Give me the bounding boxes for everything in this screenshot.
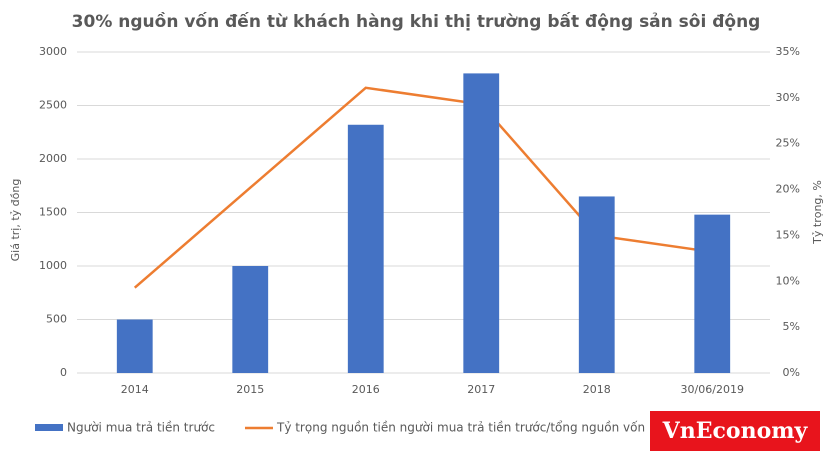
- logo: VnEconomy: [662, 418, 809, 444]
- bar: [116, 319, 153, 373]
- logo-box: [650, 411, 820, 451]
- y-tick-label: 1000: [39, 259, 67, 272]
- y2-tick-label: 5%: [783, 320, 800, 333]
- y2-tick-label: 10%: [776, 274, 800, 287]
- bar: [694, 214, 731, 373]
- x-tick-label: 2014: [121, 383, 149, 396]
- x-tick-label: 2017: [467, 383, 495, 396]
- y2-tick-label: 35%: [776, 45, 800, 58]
- y2-tick-label: 25%: [776, 137, 800, 150]
- y-tick-label: 2500: [39, 99, 67, 112]
- y-tick-label: 2000: [39, 152, 67, 165]
- bar: [232, 266, 269, 373]
- x-tick-label: 30/06/2019: [681, 383, 744, 396]
- legend-label: Tỷ trọng nguồn tiền người mua trả tiền t…: [276, 421, 645, 435]
- legend-swatch: [35, 424, 63, 431]
- bar: [578, 196, 615, 373]
- y-tick-label: 1500: [39, 206, 67, 219]
- y2-tick-label: 30%: [776, 91, 800, 104]
- y-tick-label: 3000: [39, 45, 67, 58]
- y2-tick-label: 15%: [776, 228, 800, 241]
- y-tick-label: 500: [46, 313, 67, 326]
- y2-tick-label: 20%: [776, 183, 800, 196]
- y2-axis-label: Tỷ trọng, %: [811, 180, 824, 245]
- legend-label: Người mua trả tiền trước: [67, 421, 215, 435]
- y-tick-label: 0: [60, 366, 67, 379]
- bar: [463, 73, 500, 374]
- x-tick-label: 2018: [583, 383, 611, 396]
- chart-title: 30% nguồn vốn đến từ khách hàng khi thị …: [72, 11, 761, 32]
- bar: [347, 124, 384, 373]
- y-axis-label: Giá trị, tỷ đồng: [9, 179, 22, 262]
- x-tick-label: 2015: [236, 383, 264, 396]
- line: [133, 86, 713, 289]
- y2-tick-label: 0%: [783, 366, 800, 379]
- x-tick-label: 2016: [352, 383, 380, 396]
